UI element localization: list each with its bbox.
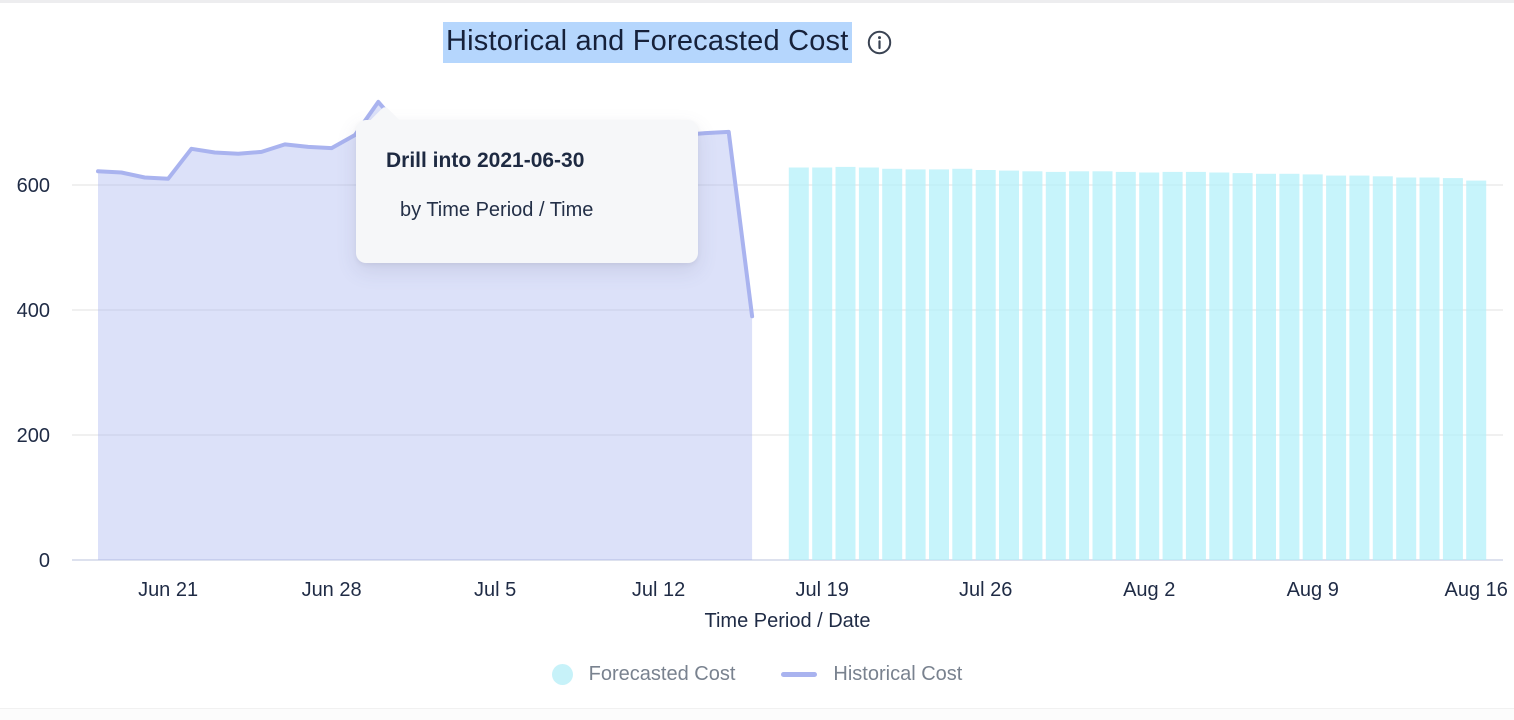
forecast-bar[interactable]: [952, 168, 973, 561]
forecast-bar[interactable]: [1115, 171, 1136, 560]
forecast-bar[interactable]: [1069, 171, 1090, 561]
forecast-bar[interactable]: [999, 170, 1019, 560]
legend-label: Forecasted Cost: [588, 663, 736, 685]
tooltip-title: Drill into 2021-06-30: [386, 149, 585, 172]
forecast-bar[interactable]: [1232, 173, 1253, 560]
legend-item-forecasted-cost[interactable]: Forecasted Cost: [551, 663, 736, 686]
historical-legend-line-icon: [781, 672, 818, 677]
info-circle-icon[interactable]: [866, 29, 893, 56]
x-tick-label: Aug 9: [1287, 579, 1339, 601]
x-tick-label: Jul 12: [632, 579, 685, 601]
forecast-bar[interactable]: [1349, 175, 1370, 560]
x-tick-label: Aug 2: [1123, 579, 1175, 601]
forecast-bar[interactable]: [905, 169, 926, 560]
x-tick-label: Aug 16: [1445, 579, 1508, 601]
y-tick-label: 400: [17, 300, 50, 322]
forecast-bar[interactable]: [858, 167, 879, 561]
forecast-bar[interactable]: [1396, 177, 1417, 561]
forecast-bar[interactable]: [1185, 171, 1206, 560]
x-tick-label: Jun 28: [302, 579, 362, 601]
chart-header: Historical and Forecasted Cost: [443, 22, 893, 63]
forecast-bar[interactable]: [812, 167, 833, 561]
forecast-bar[interactable]: [1256, 173, 1276, 561]
forecast-bar[interactable]: [1466, 180, 1487, 560]
forecast-bar[interactable]: [1022, 171, 1043, 561]
forecast-bar[interactable]: [1045, 171, 1066, 560]
forecast-bar[interactable]: [1419, 177, 1440, 561]
forecast-bar[interactable]: [1302, 174, 1323, 560]
card-top-edge: [0, 0, 1514, 3]
forecast-bar[interactable]: [1162, 171, 1183, 560]
forecast-bar[interactable]: [975, 170, 996, 560]
legend-item-historical-cost[interactable]: Historical Cost: [781, 663, 962, 686]
x-tick-label: Jul 19: [796, 579, 849, 601]
forecast-bar[interactable]: [1442, 178, 1463, 560]
forecast-bar[interactable]: [882, 168, 903, 561]
drill-tooltip[interactable]: Drill into 2021-06-30 by Time Period / T…: [356, 105, 698, 263]
x-axis-title: Time Period / Date: [704, 610, 871, 632]
forecast-bar[interactable]: [1139, 172, 1160, 561]
legend-label: Historical Cost: [833, 663, 963, 685]
y-tick-label: 0: [39, 550, 50, 572]
forecast-legend-dot-icon: [551, 664, 573, 685]
forecast-bar[interactable]: [1209, 172, 1230, 561]
tooltip-subtitle: by Time Period / Time: [400, 199, 594, 221]
x-tick-label: Jun 21: [138, 579, 198, 601]
y-tick-label: 600: [17, 175, 50, 197]
card-bottom-edge: [0, 708, 1514, 720]
x-tick-label: Jul 5: [474, 579, 516, 601]
page-title: Historical and Forecasted Cost: [443, 22, 852, 63]
forecast-bar[interactable]: [929, 169, 949, 560]
y-tick-label: 200: [17, 425, 50, 447]
forecast-bar[interactable]: [1326, 175, 1347, 560]
forecast-bar[interactable]: [1092, 171, 1113, 561]
forecast-bar[interactable]: [1372, 176, 1393, 561]
chart-legend: Forecasted Cost Historical Cost: [0, 663, 1514, 686]
forecast-bar[interactable]: [788, 167, 809, 561]
forecast-bar[interactable]: [835, 166, 856, 560]
forecast-bar[interactable]: [1279, 173, 1300, 561]
x-tick-label: Jul 26: [959, 579, 1012, 601]
